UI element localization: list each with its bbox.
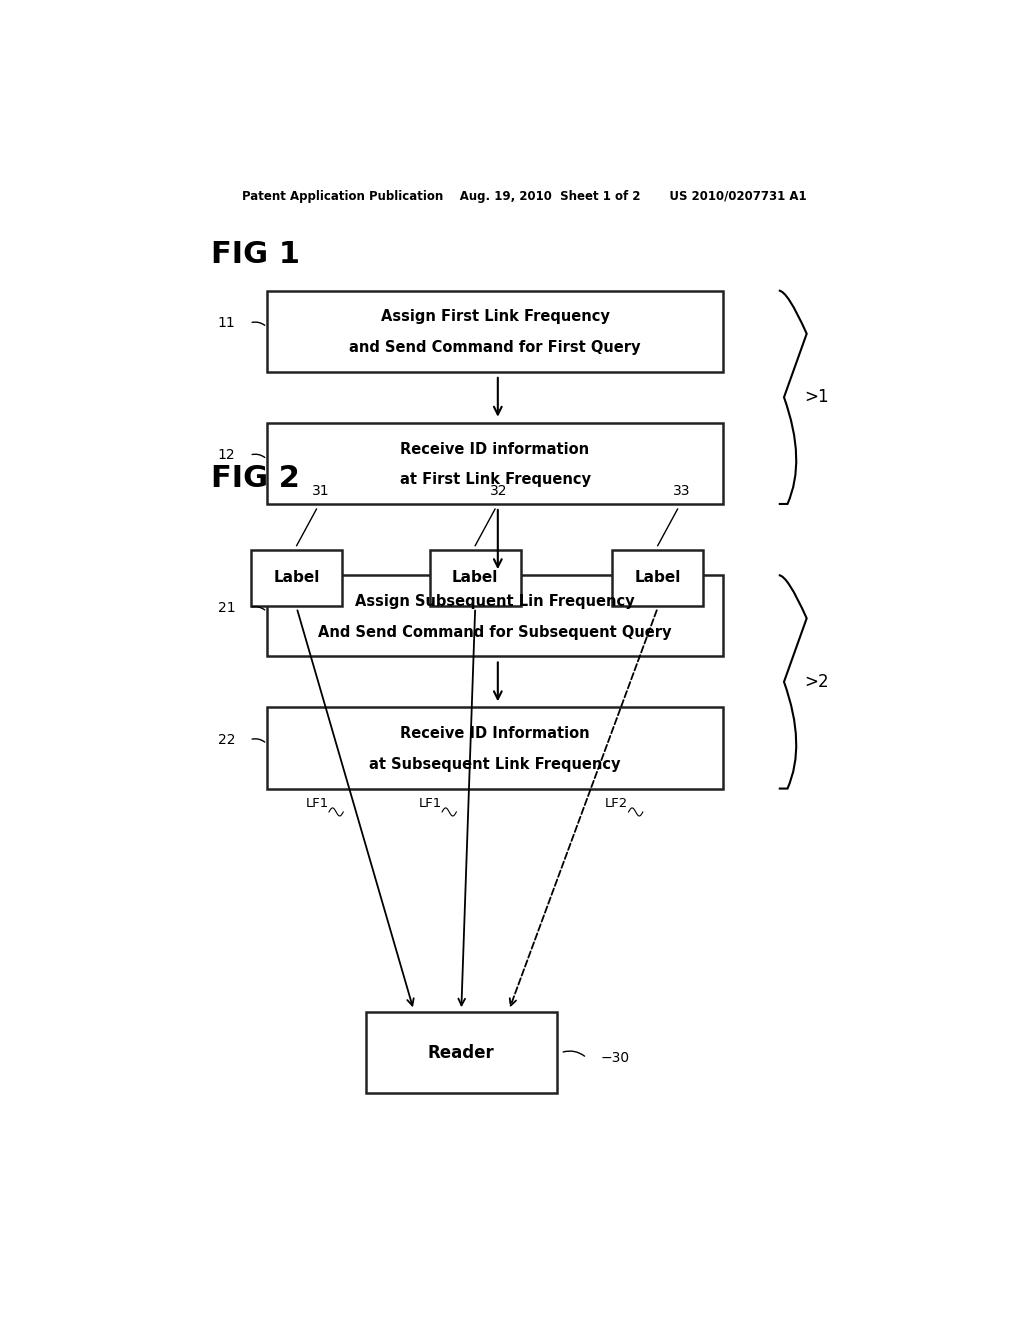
Text: Assign First Link Frequency: Assign First Link Frequency	[381, 309, 609, 325]
Text: Label: Label	[452, 570, 499, 585]
Bar	[251, 549, 342, 606]
Text: 21: 21	[217, 601, 236, 615]
Text: 22: 22	[218, 733, 236, 747]
Text: >2: >2	[804, 673, 828, 690]
Text: LF1: LF1	[305, 797, 329, 810]
Bar	[267, 576, 723, 656]
Bar	[612, 549, 703, 606]
Text: and Send Command for First Query: and Send Command for First Query	[349, 341, 641, 355]
Bar	[267, 708, 723, 788]
Text: 33: 33	[673, 483, 690, 498]
Bar	[367, 1012, 557, 1093]
Bar	[267, 422, 723, 504]
Text: Receive ID information: Receive ID information	[400, 442, 590, 457]
Text: −30: −30	[600, 1051, 630, 1065]
Text: >1: >1	[804, 388, 828, 407]
Text: Label: Label	[273, 570, 319, 585]
Text: Label: Label	[635, 570, 681, 585]
Text: LF2: LF2	[605, 797, 629, 810]
Text: 12: 12	[217, 449, 236, 462]
Text: LF1: LF1	[419, 797, 441, 810]
Bar	[430, 549, 521, 606]
Text: Patent Application Publication    Aug. 19, 2010  Sheet 1 of 2       US 2010/0207: Patent Application Publication Aug. 19, …	[243, 190, 807, 202]
Text: Assign Subsequent Lin Frequency: Assign Subsequent Lin Frequency	[355, 594, 635, 609]
Text: at Subsequent Link Frequency: at Subsequent Link Frequency	[370, 756, 621, 772]
Text: FIG 2: FIG 2	[211, 465, 300, 494]
Text: 31: 31	[311, 483, 330, 498]
Text: at First Link Frequency: at First Link Frequency	[399, 473, 591, 487]
Text: And Send Command for Subsequent Query: And Send Command for Subsequent Query	[318, 624, 672, 640]
Text: FIG 1: FIG 1	[211, 240, 300, 269]
Text: 32: 32	[490, 483, 508, 498]
Text: Receive ID Information: Receive ID Information	[400, 726, 590, 742]
Bar	[267, 290, 723, 372]
Text: Reader: Reader	[428, 1044, 495, 1061]
Text: 11: 11	[217, 315, 236, 330]
